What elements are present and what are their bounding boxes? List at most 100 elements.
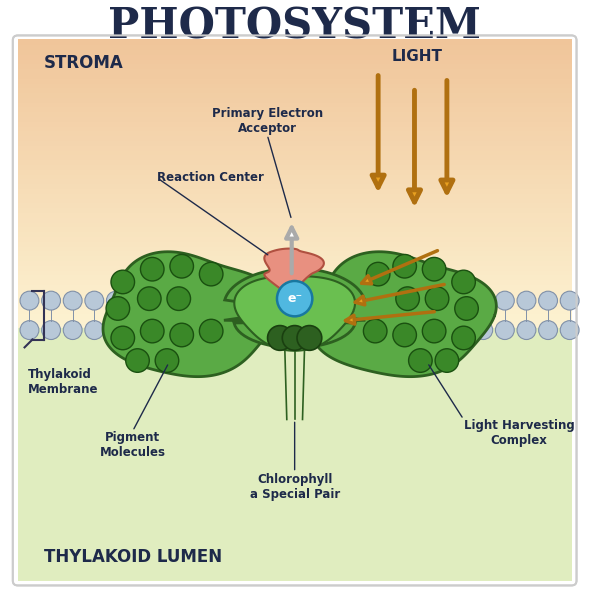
Bar [17,154,572,160]
Bar [17,88,572,93]
Bar [17,159,572,165]
Circle shape [20,291,39,310]
Circle shape [388,320,406,340]
Circle shape [126,349,149,373]
Text: Reaction Center: Reaction Center [157,172,264,184]
Circle shape [63,291,82,310]
Circle shape [431,291,449,310]
Circle shape [422,257,446,281]
Bar [17,107,572,112]
Circle shape [366,320,385,340]
Bar [17,40,572,45]
Circle shape [199,319,223,343]
Bar [17,279,572,285]
Circle shape [140,319,164,343]
Bar [17,265,572,271]
Bar [17,269,572,275]
Bar [17,68,572,74]
Circle shape [282,326,307,350]
Bar [17,284,572,290]
Circle shape [539,320,557,340]
Bar [17,322,572,328]
Circle shape [171,291,190,310]
Bar [17,116,572,122]
Circle shape [63,320,82,340]
Circle shape [111,326,134,350]
Circle shape [106,320,125,340]
Circle shape [344,320,363,340]
Circle shape [171,320,190,340]
Circle shape [409,291,428,310]
Circle shape [366,291,385,310]
Bar [17,289,572,295]
Bar [17,317,572,323]
Text: THYLAKOID LUMEN: THYLAKOID LUMEN [44,548,223,566]
Circle shape [560,320,579,340]
Bar [17,202,572,208]
Bar [17,169,572,175]
Text: PHOTOSYSTEM: PHOTOSYSTEM [108,5,481,47]
Circle shape [258,291,277,310]
Circle shape [409,320,428,340]
Circle shape [301,291,320,310]
Circle shape [149,320,169,340]
Circle shape [193,291,212,310]
Circle shape [41,291,61,310]
Bar [17,241,572,247]
Circle shape [364,319,387,343]
Circle shape [474,291,493,310]
Bar [17,217,572,223]
Text: Pigment
Molecules: Pigment Molecules [100,431,166,459]
Circle shape [425,287,449,310]
Circle shape [85,320,104,340]
Circle shape [452,326,475,350]
Bar [17,188,572,194]
Polygon shape [311,252,496,377]
Bar [17,298,572,304]
Polygon shape [224,268,365,348]
Circle shape [409,349,432,373]
Bar [17,260,572,266]
Bar [17,308,572,314]
Bar [17,231,572,237]
Bar [17,145,572,151]
Text: Chlorophyll
a Special Pair: Chlorophyll a Special Pair [250,473,340,500]
Circle shape [111,270,134,294]
Circle shape [496,320,514,340]
Circle shape [193,320,212,340]
Bar [17,135,572,141]
Circle shape [539,291,557,310]
Circle shape [422,319,446,343]
Text: Light Harvesting
Complex: Light Harvesting Complex [464,419,574,448]
Circle shape [106,296,130,320]
Bar [17,173,572,179]
Bar [17,149,572,155]
Circle shape [268,326,292,350]
Circle shape [41,320,61,340]
Circle shape [344,291,363,310]
Circle shape [393,254,416,278]
Circle shape [435,349,458,373]
Text: LIGHT: LIGHT [392,49,443,64]
Bar [17,226,572,232]
Circle shape [155,349,179,373]
Circle shape [301,320,320,340]
Polygon shape [103,252,280,377]
Circle shape [452,291,471,310]
Bar [17,112,572,117]
Bar [17,44,572,50]
Bar [17,59,572,64]
Bar [17,130,572,136]
Circle shape [277,281,313,316]
Circle shape [258,320,277,340]
Circle shape [106,291,125,310]
Circle shape [388,291,406,310]
Circle shape [452,270,475,294]
Circle shape [323,320,341,340]
Polygon shape [265,248,324,294]
Circle shape [280,291,298,310]
Circle shape [452,320,471,340]
Circle shape [149,291,169,310]
Bar [17,221,572,227]
Bar [17,303,572,309]
